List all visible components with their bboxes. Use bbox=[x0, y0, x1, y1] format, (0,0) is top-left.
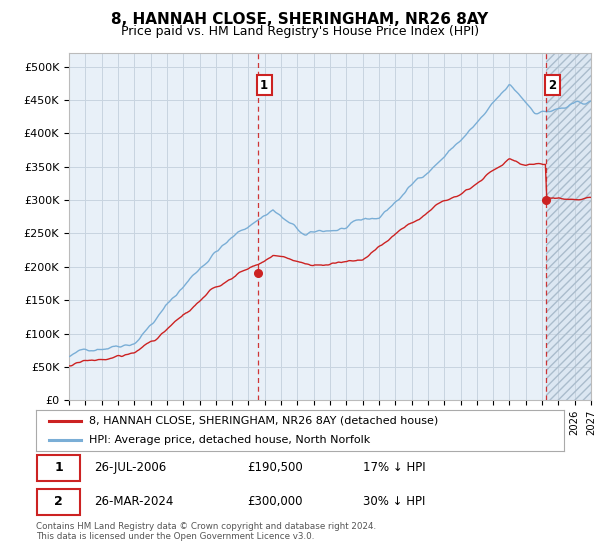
Text: 26-MAR-2024: 26-MAR-2024 bbox=[94, 496, 173, 508]
Text: £190,500: £190,500 bbox=[247, 461, 303, 474]
Text: 8, HANNAH CLOSE, SHERINGHAM, NR26 8AY: 8, HANNAH CLOSE, SHERINGHAM, NR26 8AY bbox=[112, 12, 488, 27]
Bar bbox=[546, 53, 591, 400]
Text: 1: 1 bbox=[260, 78, 268, 92]
Text: 2: 2 bbox=[55, 496, 63, 508]
FancyBboxPatch shape bbox=[37, 455, 80, 480]
FancyBboxPatch shape bbox=[37, 489, 80, 515]
Text: 2: 2 bbox=[548, 78, 556, 92]
Text: Price paid vs. HM Land Registry's House Price Index (HPI): Price paid vs. HM Land Registry's House … bbox=[121, 25, 479, 38]
Bar bbox=[546, 53, 591, 400]
Text: 17% ↓ HPI: 17% ↓ HPI bbox=[364, 461, 426, 474]
Text: 26-JUL-2006: 26-JUL-2006 bbox=[94, 461, 166, 474]
Text: 30% ↓ HPI: 30% ↓ HPI bbox=[364, 496, 426, 508]
Text: £300,000: £300,000 bbox=[247, 496, 303, 508]
Text: 1: 1 bbox=[55, 461, 63, 474]
Text: 8, HANNAH CLOSE, SHERINGHAM, NR26 8AY (detached house): 8, HANNAH CLOSE, SHERINGHAM, NR26 8AY (d… bbox=[89, 416, 438, 426]
Text: Contains HM Land Registry data © Crown copyright and database right 2024.
This d: Contains HM Land Registry data © Crown c… bbox=[36, 522, 376, 542]
Text: HPI: Average price, detached house, North Norfolk: HPI: Average price, detached house, Nort… bbox=[89, 435, 370, 445]
